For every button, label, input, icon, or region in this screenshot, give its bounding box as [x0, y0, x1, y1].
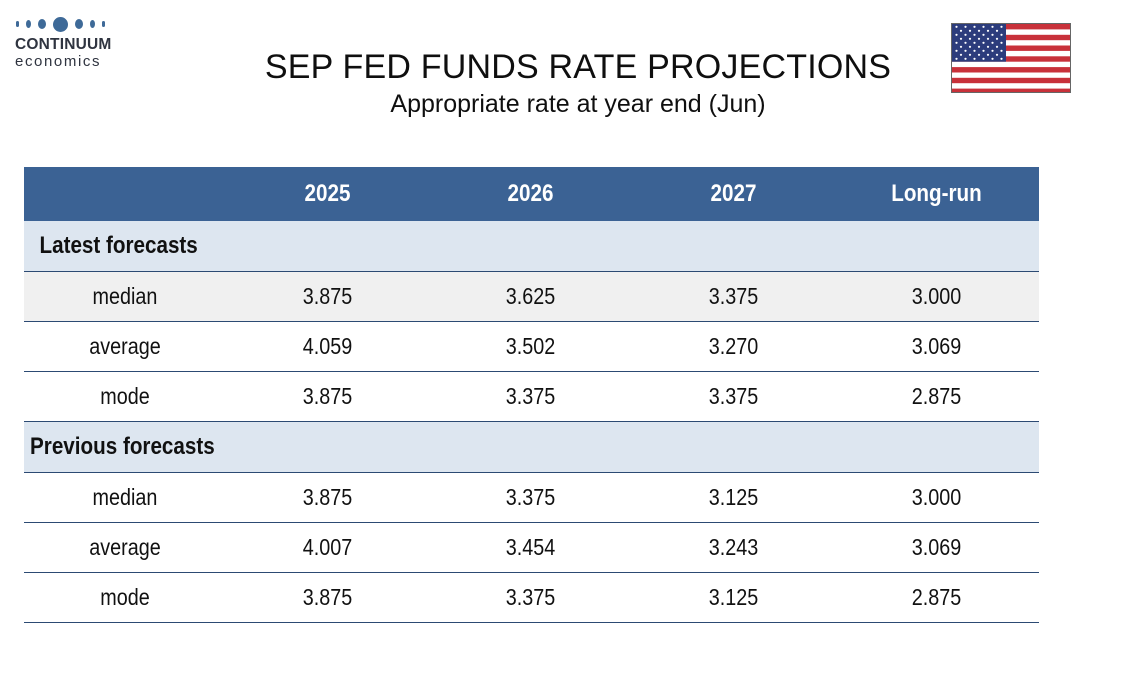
row-label: median [92, 484, 158, 510]
value-cell: 3.875 [302, 383, 353, 409]
value-cell: 3.875 [302, 283, 353, 309]
header-cell-long-run: Long-run [891, 180, 982, 207]
table-row: average 4.059 3.502 3.270 3.069 [24, 322, 1039, 372]
value-cell: 3.270 [708, 333, 759, 359]
value-cell: 4.059 [302, 333, 353, 359]
value-cell: 3.000 [911, 283, 962, 309]
table-row: mode 3.875 3.375 3.375 2.875 [24, 372, 1039, 422]
projections-table: 2025 2026 2027 Long-run Latest forecasts… [24, 167, 1039, 623]
value-cell: 3.875 [302, 484, 353, 510]
page-subtitle: Appropriate rate at year end (Jun) [390, 90, 766, 118]
section-row-previous: Previous forecasts [24, 422, 1039, 473]
table-header-row: 2025 2026 2027 Long-run [24, 167, 1039, 221]
table-row: mode 3.875 3.375 3.125 2.875 [24, 573, 1039, 623]
value-cell: 3.125 [708, 584, 759, 610]
section-row-latest: Latest forecasts [24, 221, 1039, 272]
row-label: mode [100, 584, 150, 610]
row-label: average [89, 534, 161, 560]
logo-sub: economics [15, 53, 102, 70]
value-cell: 3.625 [505, 283, 556, 309]
table-row: median 3.875 3.625 3.375 3.000 [24, 272, 1039, 322]
value-cell: 2.875 [911, 383, 962, 409]
value-cell: 3.375 [505, 383, 556, 409]
table-row: average 4.007 3.454 3.243 3.069 [24, 523, 1039, 573]
us-flag-icon [951, 23, 1071, 93]
row-label: mode [100, 383, 150, 409]
value-cell: 3.243 [708, 534, 759, 560]
value-cell: 3.125 [708, 484, 759, 510]
value-cell: 4.007 [302, 534, 353, 560]
value-cell: 3.875 [302, 584, 353, 610]
value-cell: 2.875 [911, 584, 962, 610]
header-cell-2026: 2026 [507, 180, 554, 207]
logo-dots-icon [15, 16, 133, 32]
value-cell: 3.375 [708, 283, 759, 309]
value-cell: 3.375 [505, 584, 556, 610]
logo-name: CONTINUUM [15, 36, 112, 53]
value-cell: 3.502 [505, 333, 556, 359]
value-cell: 3.069 [911, 534, 962, 560]
section-label-latest: Latest forecasts [39, 232, 198, 259]
section-label-previous: Previous forecasts [30, 433, 215, 460]
continuum-logo: CONTINUUM economics [15, 16, 133, 70]
value-cell: 3.454 [505, 534, 556, 560]
value-cell: 3.000 [911, 484, 962, 510]
row-label: median [92, 283, 158, 309]
table-row: median 3.875 3.375 3.125 3.000 [24, 473, 1039, 523]
value-cell: 3.069 [911, 333, 962, 359]
value-cell: 3.375 [505, 484, 556, 510]
header-cell-2025: 2025 [304, 180, 351, 207]
page-title: SEP FED FUNDS RATE PROJECTIONS [264, 48, 892, 86]
row-label: average [89, 333, 161, 359]
header-cell-2027: 2027 [710, 180, 757, 207]
value-cell: 3.375 [708, 383, 759, 409]
